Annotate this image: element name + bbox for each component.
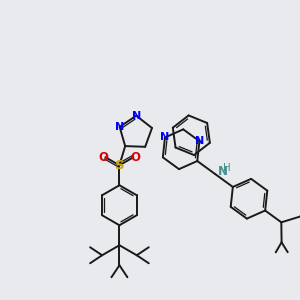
Text: N: N [160,133,170,142]
Text: N: N [195,136,204,146]
Text: H: H [223,163,231,173]
Text: N: N [218,166,228,178]
Text: N: N [132,111,141,121]
Text: O: O [98,151,108,164]
Text: N: N [115,122,124,132]
Text: S: S [115,159,124,172]
Text: O: O [130,151,140,164]
